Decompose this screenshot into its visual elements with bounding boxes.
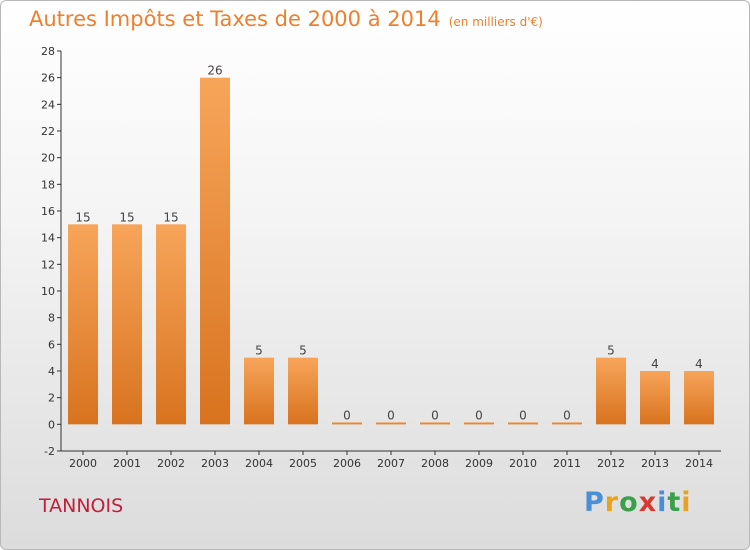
y-tick-label: 8 (48, 312, 55, 325)
y-tick-label: 22 (41, 125, 55, 138)
value-label-2014: 4 (695, 357, 703, 371)
bar-2005 (288, 357, 318, 425)
bar-2002 (156, 224, 186, 425)
chart-title: Autres Impôts et Taxes de 2000 à 2014 (en… (29, 7, 543, 31)
x-tick-label-2001: 2001 (113, 457, 141, 470)
bar-2000 (68, 224, 98, 425)
bar-2007 (376, 422, 406, 425)
x-tick-label-2008: 2008 (421, 457, 449, 470)
proxiti-logo[interactable]: Proxiti (584, 487, 692, 518)
y-tick-label: 12 (41, 258, 55, 271)
bar-2014 (684, 371, 714, 425)
value-label-2005: 5 (299, 344, 307, 358)
x-tick-label-2004: 2004 (245, 457, 273, 470)
bar-2006 (332, 422, 362, 425)
x-tick-label-2002: 2002 (157, 457, 185, 470)
bar-2010 (508, 422, 538, 425)
x-tick-label-2006: 2006 (333, 457, 361, 470)
y-tick-label: 14 (41, 232, 55, 245)
y-tick-label: 28 (41, 45, 55, 58)
value-label-2010: 0 (519, 408, 527, 422)
y-tick-label: 0 (48, 418, 55, 431)
x-tick-label-2007: 2007 (377, 457, 405, 470)
value-label-2004: 5 (255, 344, 263, 358)
bar-2001 (112, 224, 142, 425)
title-text: Autres Impôts et Taxes de 2000 à 2014 (29, 7, 441, 31)
value-label-2003: 26 (207, 64, 222, 78)
bar-2013 (640, 371, 670, 425)
value-label-2009: 0 (475, 408, 483, 422)
y-tick-label: 6 (48, 338, 55, 351)
x-tick-label-2010: 2010 (509, 457, 537, 470)
x-tick-label-2005: 2005 (289, 457, 317, 470)
y-tick-label: -2 (44, 445, 55, 458)
value-label-2008: 0 (431, 408, 439, 422)
logo-letter: x (638, 487, 658, 518)
value-label-2002: 15 (163, 210, 178, 224)
y-tick-label: 2 (48, 392, 55, 405)
x-tick-label-2012: 2012 (597, 457, 625, 470)
commune-name: TANNOIS (39, 495, 124, 517)
y-tick-label: 16 (41, 205, 55, 218)
x-tick-label-2009: 2009 (465, 457, 493, 470)
logo-letter: o (619, 487, 639, 518)
logo-letter: t (667, 487, 682, 518)
bar-2012 (596, 357, 626, 425)
y-tick-label: 20 (41, 152, 55, 165)
y-tick-label: 4 (48, 365, 55, 378)
bar-2008 (420, 422, 450, 425)
value-label-2001: 15 (119, 210, 134, 224)
x-tick-label-2011: 2011 (553, 457, 581, 470)
logo-letter: i (681, 487, 692, 518)
x-tick-label-2000: 2000 (69, 457, 97, 470)
bar-2011 (552, 422, 582, 425)
bar-2009 (464, 422, 494, 425)
y-tick-label: 10 (41, 285, 55, 298)
x-tick-label-2013: 2013 (641, 457, 669, 470)
value-label-2007: 0 (387, 408, 395, 422)
value-label-2000: 15 (75, 210, 90, 224)
y-tick-label: 18 (41, 178, 55, 191)
logo-letter: P (584, 487, 605, 518)
y-tick-label: 24 (41, 98, 55, 111)
value-label-2012: 5 (607, 344, 615, 358)
x-tick-label-2003: 2003 (201, 457, 229, 470)
y-tick-label: 26 (41, 72, 55, 85)
value-label-2013: 4 (651, 357, 659, 371)
title-unit: (en milliers d'€) (448, 15, 543, 29)
logo-letter: r (604, 487, 620, 518)
bar-2004 (244, 357, 274, 425)
x-tick-label-2014: 2014 (685, 457, 713, 470)
logo-letter: i (657, 487, 668, 518)
value-label-2011: 0 (563, 408, 571, 422)
value-label-2006: 0 (343, 408, 351, 422)
bar-2003 (200, 77, 230, 425)
